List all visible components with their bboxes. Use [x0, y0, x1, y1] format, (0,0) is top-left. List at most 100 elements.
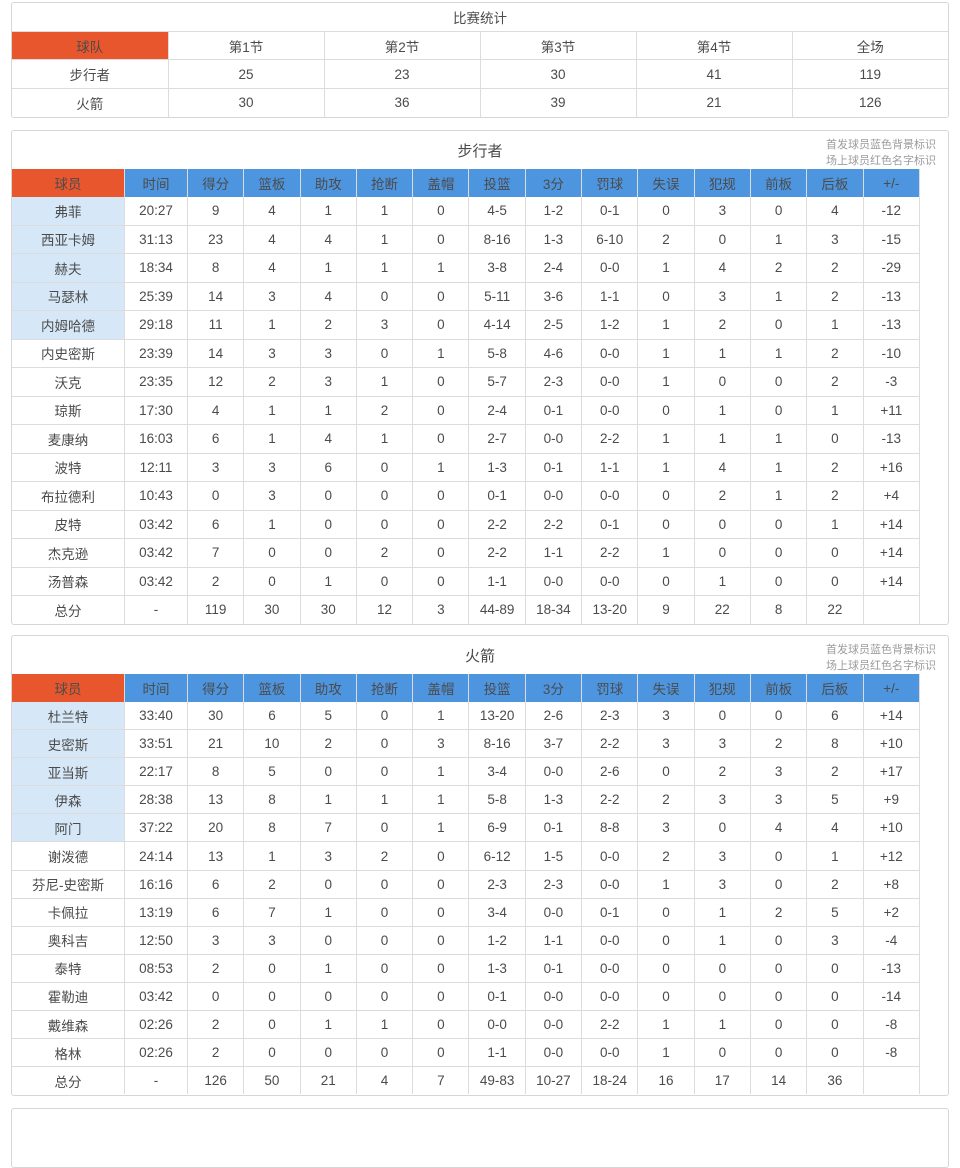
- stat-cell: 2-5: [524, 310, 583, 340]
- stat-cell: 0: [693, 953, 751, 983]
- stat-cell: 30: [186, 702, 245, 731]
- rockets-title: 火箭: [464, 647, 495, 665]
- stat-cell: 0: [412, 395, 470, 425]
- stat-cell: 10:43: [124, 481, 188, 511]
- player-name-cell: 伊森: [12, 785, 125, 815]
- quarter-score-cell: 30: [479, 59, 637, 90]
- stat-cell: 0: [243, 538, 301, 568]
- stat-cell: 0: [412, 310, 470, 340]
- stat-cell: 02:26: [124, 1038, 188, 1068]
- summary-column-header: 第1节: [167, 30, 325, 61]
- stat-column-header: 犯规: [693, 169, 751, 197]
- stat-cell: 1: [749, 338, 808, 368]
- stat-cell: 2: [186, 566, 245, 596]
- stat-cell: 28:38: [124, 785, 188, 815]
- stat-cell: 0: [299, 925, 357, 955]
- summary-title: 比赛统计: [12, 3, 948, 32]
- stat-cell: 37:22: [124, 813, 188, 843]
- stat-cell: 8: [749, 595, 808, 624]
- stat-cell: 1: [637, 310, 695, 340]
- stat-cell: 2: [637, 785, 695, 815]
- stat-cell: 03:42: [124, 566, 188, 596]
- team-name-cell: 火箭: [12, 88, 169, 117]
- stat-cell: 3: [243, 281, 301, 311]
- stat-cell: 2: [806, 338, 864, 368]
- stat-cell: 5: [806, 785, 864, 815]
- player-row: 格林 02:26 2 0 0 0 0 1-1 0-0 0-0 1 0 0 0 -8: [12, 1038, 921, 1068]
- stat-cell: 1: [299, 785, 357, 815]
- stat-column-header: +/-: [862, 169, 921, 197]
- stat-column-header: 得分: [186, 674, 245, 702]
- stat-cell: 13: [186, 785, 245, 815]
- rockets-panel: 首发球员蓝色背景标识 场上球员红色名字标识 火箭 球员 时间 得分 篮板 助攻 抢断 盖帽投…: [11, 635, 949, 1096]
- stat-cell: 0: [412, 953, 470, 983]
- stat-cell: 6: [299, 452, 357, 482]
- player-row: 皮特 03:42 6 1 0 0 0 2-2 2-2 0-1 0 0 0 1 +14: [12, 509, 921, 539]
- stat-cell: 1-1: [524, 925, 583, 955]
- stat-cell: 2-3: [524, 367, 583, 397]
- stat-cell: 0-0: [468, 1010, 526, 1040]
- stat-cell: 0: [412, 538, 470, 568]
- stat-cell: 2: [299, 729, 357, 759]
- stat-cell: 0-0: [581, 925, 639, 955]
- stat-cell: 02:26: [124, 1010, 188, 1040]
- stat-cell: 2: [806, 253, 864, 283]
- stat-cell: 2: [243, 367, 301, 397]
- stat-cell: +10: [862, 813, 921, 843]
- stat-cell: 1: [243, 424, 301, 454]
- stat-cell: 1: [806, 509, 864, 539]
- stat-cell: 126: [186, 1066, 245, 1095]
- stat-cell: +14: [862, 566, 921, 596]
- stat-cell: 1: [243, 509, 301, 539]
- stat-cell: 23:39: [124, 338, 188, 368]
- stat-cell: 0-0: [524, 1010, 583, 1040]
- stat-cell: 3: [186, 925, 245, 955]
- stat-cell: 2-3: [524, 869, 583, 899]
- stat-cell: -13: [862, 424, 921, 454]
- player-name-cell: 谢泼德: [12, 841, 125, 871]
- quarter-score-cell: 119: [791, 59, 948, 90]
- player-name-cell: 弗菲: [12, 197, 125, 226]
- stat-cell: 1: [637, 367, 695, 397]
- stat-cell: 1: [355, 224, 414, 254]
- stat-column-header: 篮板: [243, 169, 301, 197]
- stat-cell: 0-0: [581, 869, 639, 899]
- stat-cell: 0: [412, 981, 470, 1012]
- stat-cell: 3: [243, 338, 301, 368]
- stat-cell: 0-1: [524, 953, 583, 983]
- stat-cell: 0: [412, 1010, 470, 1040]
- player-row: 西亚卡姆 31:13 23 4 4 1 0 8-16 1-3 6-10 2 0 1 3 -15: [12, 224, 921, 254]
- stat-cell: 13-20: [581, 595, 639, 624]
- stat-cell: 3: [412, 729, 470, 759]
- stat-cell: 3: [693, 281, 751, 311]
- stat-cell: 0: [749, 367, 808, 397]
- stat-cell: 6: [186, 509, 245, 539]
- stat-cell: 0-0: [581, 338, 639, 368]
- stat-cell: 18-24: [581, 1066, 639, 1095]
- stat-cell: -13: [862, 953, 921, 983]
- stat-cell: 0-0: [524, 981, 583, 1012]
- stat-cell: 1-1: [468, 1038, 526, 1068]
- stat-column-header: 3分: [524, 169, 583, 197]
- stat-cell: 0: [749, 981, 808, 1012]
- stat-cell: 1-3: [524, 224, 583, 254]
- stat-cell: 2-4: [524, 253, 583, 283]
- stat-cell: +11: [862, 395, 921, 425]
- stat-cell: 2: [186, 953, 245, 983]
- stat-cell: 6: [806, 702, 864, 731]
- stat-cell: 0-1: [468, 481, 526, 511]
- player-row: 内史密斯 23:39 14 3 3 0 1 5-8 4-6 0-0 1 1 1 2 -10: [12, 338, 921, 368]
- stat-cell: +12: [862, 841, 921, 871]
- stat-cell: 9: [637, 595, 695, 624]
- stat-cell: 1: [749, 481, 808, 511]
- player-row: 布拉德利 10:43 0 3 0 0 0 0-1 0-0 0-0 0 2 1 2 +4: [12, 481, 921, 511]
- stat-cell: 0: [412, 925, 470, 955]
- stat-cell: 0: [637, 897, 695, 927]
- stat-cell: 33:40: [124, 702, 188, 731]
- stat-cell: 0: [806, 566, 864, 596]
- stat-cell: 1: [749, 452, 808, 482]
- stat-cell: 3: [412, 595, 470, 624]
- stat-cell: 1-2: [468, 925, 526, 955]
- stat-cell: 8-8: [581, 813, 639, 843]
- total-row: 总分 -126 50 21 4 7 49-83 10-27 18-24 16 17 14 36: [12, 1066, 921, 1095]
